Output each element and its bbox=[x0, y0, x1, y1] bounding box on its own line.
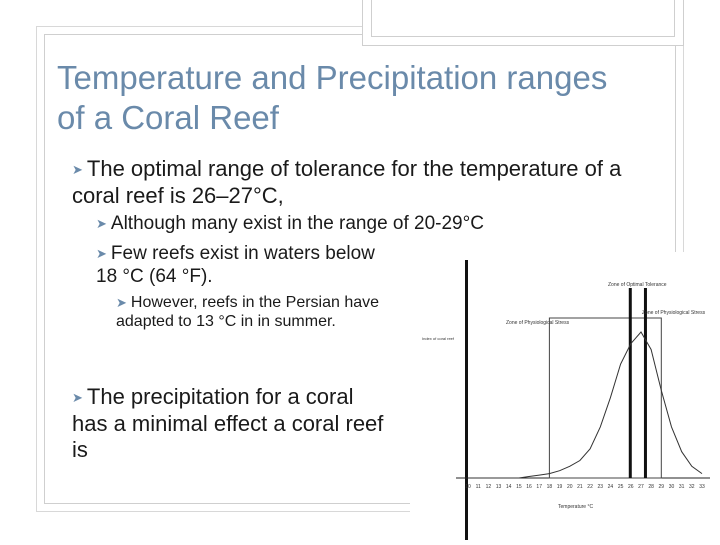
bullet-range: ➤ Although many exist in the range of 20-… bbox=[96, 212, 576, 235]
bullet-text: Few reefs exist in waters below 18 °C (6… bbox=[96, 243, 375, 288]
bullet-few-reefs: ➤ Few reefs exist in waters below 18 °C (… bbox=[96, 242, 376, 288]
x-tick-label: 28 bbox=[648, 484, 654, 490]
x-tick-label: 13 bbox=[496, 484, 502, 490]
bullet-arrow-icon: ➤ bbox=[96, 246, 107, 262]
x-tick-label: 11 bbox=[476, 484, 481, 490]
x-tick-label: 32 bbox=[689, 484, 695, 490]
x-tick-label: 22 bbox=[587, 484, 593, 490]
bullet-arrow-icon: ➤ bbox=[96, 216, 107, 232]
x-tick-label: 33 bbox=[699, 484, 705, 490]
slide-title: Temperature and Precipitation ranges of … bbox=[57, 59, 608, 136]
optimal-right-bar bbox=[643, 288, 647, 478]
x-tick-label: 21 bbox=[577, 484, 583, 490]
bullet-text: Although many exist in the range of 20-2… bbox=[110, 213, 484, 234]
bullet-precipitation: ➤ The precipitation for a coral has a min… bbox=[72, 384, 392, 463]
bullet-arrow-icon: ➤ bbox=[72, 162, 83, 178]
x-tick-label: 17 bbox=[536, 484, 542, 490]
x-tick-label: 16 bbox=[526, 484, 532, 490]
stress-zone-box bbox=[548, 317, 662, 479]
stress-left-label: Zone of Physiological Stress bbox=[506, 320, 570, 326]
x-tick-label: 31 bbox=[679, 484, 685, 490]
x-tick-label: 19 bbox=[557, 484, 563, 490]
x-tick-label: 27 bbox=[638, 484, 644, 490]
bullet-arrow-icon: ➤ bbox=[116, 295, 127, 311]
bullet-arrow-icon: ➤ bbox=[72, 390, 83, 406]
yaxis-hint-label: Index of coral reef bbox=[422, 336, 455, 341]
bullet-text: The optimal range of tolerance for the t… bbox=[72, 156, 622, 209]
x-tick-label: 15 bbox=[516, 484, 522, 490]
bullet-persian: ➤ However, reefs in the Persian have adap… bbox=[116, 293, 401, 331]
bullet-text: However, reefs in the Persian have adapt… bbox=[116, 294, 380, 331]
x-tick-label: 23 bbox=[597, 484, 603, 490]
x-tick-label: 29 bbox=[659, 484, 665, 490]
tolerance-curve bbox=[468, 331, 703, 479]
chart-svg: Zone of Physiological Stress Zone of Opt… bbox=[422, 260, 710, 540]
x-axis-label: Temperature °C bbox=[558, 504, 593, 510]
optimal-label: Zone of Optimal Tolerance bbox=[608, 282, 667, 288]
temperature-tolerance-chart: Zone of Physiological Stress Zone of Opt… bbox=[410, 252, 720, 540]
corner-decoration bbox=[362, 0, 684, 46]
x-tick-label: 10 bbox=[465, 484, 471, 490]
x-tick-label: 12 bbox=[486, 484, 492, 490]
x-tick-labels: 10 11 12 13 14 15 16 17 18 19 20 21 22 23 24 25 26 27 28 29… bbox=[465, 484, 705, 490]
x-tick-label: 26 bbox=[628, 484, 634, 490]
x-tick-label: 14 bbox=[506, 484, 512, 490]
x-tick-label: 20 bbox=[567, 484, 573, 490]
bullet-temperature: ➤ The optimal range of tolerance for the … bbox=[72, 156, 662, 209]
x-tick-label: 25 bbox=[618, 484, 624, 490]
x-tick-label: 24 bbox=[608, 484, 614, 490]
x-tick-label: 30 bbox=[669, 484, 675, 490]
stress-right-label: Zone of Physiological Stress bbox=[642, 310, 706, 316]
optimal-left-bar bbox=[628, 288, 632, 478]
x-tick-label: 18 bbox=[547, 484, 553, 490]
bullet-text: The precipitation for a coral has a mini… bbox=[72, 384, 384, 463]
chart-left-border bbox=[465, 260, 468, 540]
